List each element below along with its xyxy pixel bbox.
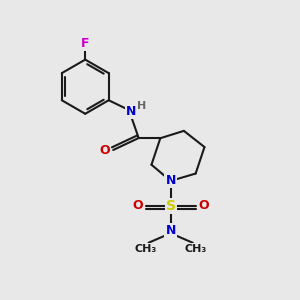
- Text: N: N: [165, 174, 176, 188]
- Text: N: N: [165, 224, 176, 238]
- Text: S: S: [166, 199, 176, 213]
- Text: O: O: [132, 200, 143, 212]
- Text: CH₃: CH₃: [134, 244, 157, 254]
- Text: O: O: [100, 143, 110, 157]
- Text: N: N: [126, 105, 136, 118]
- Text: O: O: [198, 200, 209, 212]
- Text: H: H: [137, 101, 147, 111]
- Text: F: F: [81, 37, 89, 50]
- Text: CH₃: CH₃: [184, 244, 207, 254]
